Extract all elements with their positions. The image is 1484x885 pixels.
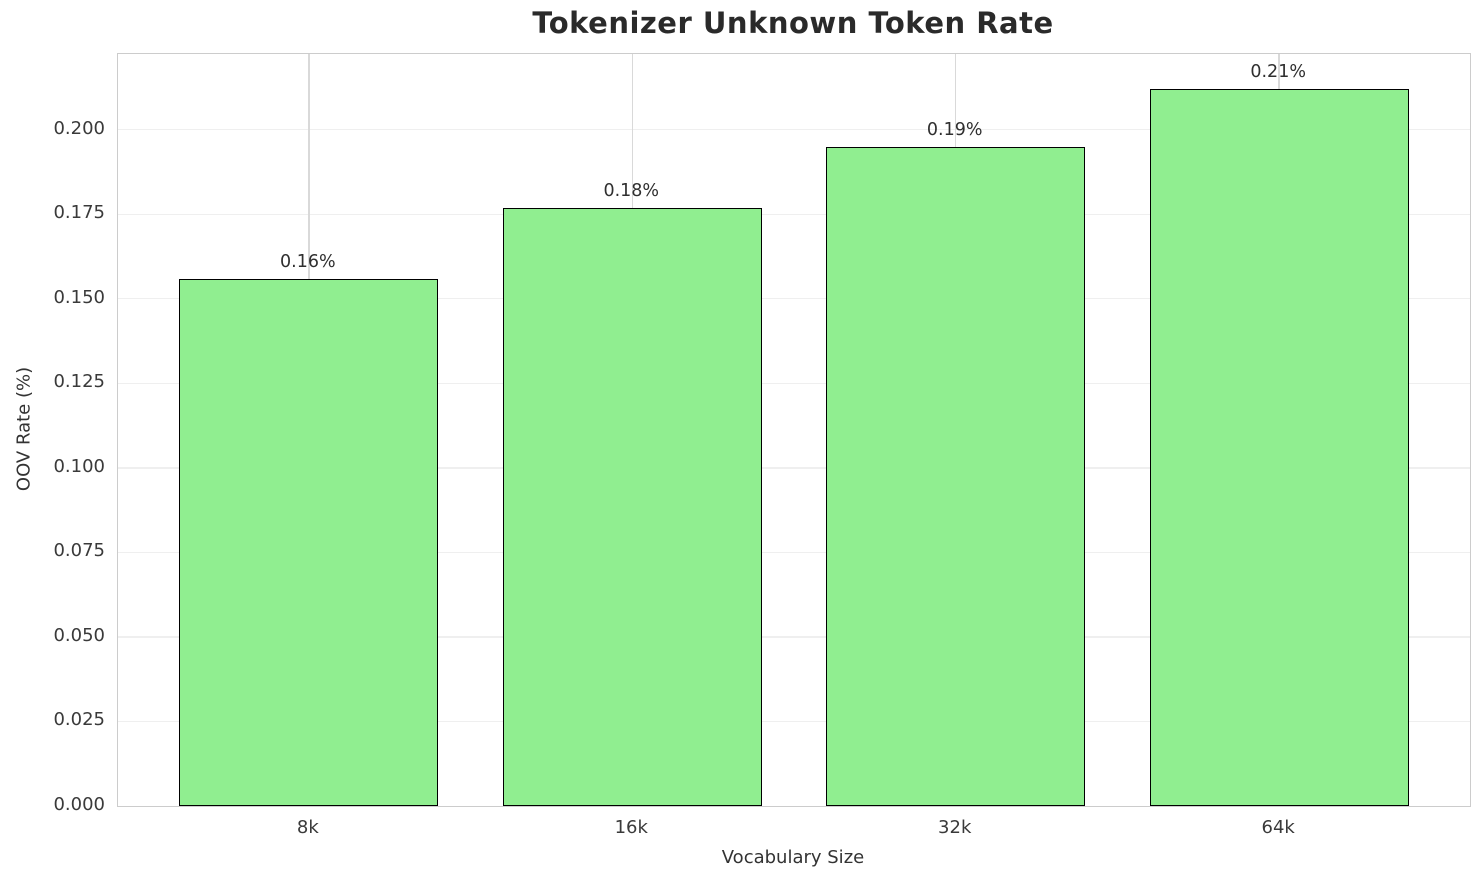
chart-title: Tokenizer Unknown Token Rate bbox=[532, 6, 1054, 40]
x-tick-label: 64k bbox=[1261, 817, 1295, 838]
y-gridline bbox=[118, 213, 1470, 215]
y-gridline bbox=[118, 129, 1470, 131]
y-gridline bbox=[118, 467, 1470, 469]
y-tick-label: 0.150 bbox=[53, 286, 105, 308]
y-gridline bbox=[118, 382, 1470, 385]
y-tick-label: 0.050 bbox=[53, 624, 105, 646]
y-tick-label: 0.175 bbox=[53, 202, 105, 224]
bar-value-label: 0.16% bbox=[280, 251, 336, 272]
y-tick-label: 0.125 bbox=[53, 371, 105, 393]
y-gridline bbox=[118, 551, 1470, 554]
y-tick-label: 0.200 bbox=[53, 117, 105, 139]
y-axis-label: OOV Rate (%) bbox=[13, 366, 35, 492]
bar-16k bbox=[502, 207, 762, 806]
bar-8k bbox=[179, 278, 439, 806]
x-axis-label: Vocabulary Size bbox=[721, 847, 865, 868]
plot-area bbox=[117, 53, 1471, 807]
x-tick-label: 8k bbox=[296, 817, 319, 838]
y-tick-label: 0.100 bbox=[53, 455, 105, 477]
bar-32k bbox=[826, 146, 1086, 806]
y-tick-label: 0.000 bbox=[53, 794, 105, 815]
x-tick-label: 16k bbox=[614, 817, 648, 838]
y-gridline bbox=[118, 720, 1470, 723]
bar-64k bbox=[1149, 89, 1409, 806]
x-tick-label: 32k bbox=[938, 817, 972, 838]
y-tick-label: 0.075 bbox=[53, 540, 105, 562]
y-tick-label: 0.025 bbox=[53, 709, 105, 731]
y-gridline bbox=[118, 636, 1470, 638]
bar-value-label: 0.21% bbox=[1250, 62, 1306, 83]
bar-value-label: 0.18% bbox=[603, 180, 660, 201]
bar-value-label: 0.19% bbox=[926, 119, 983, 140]
y-gridline bbox=[118, 298, 1470, 300]
